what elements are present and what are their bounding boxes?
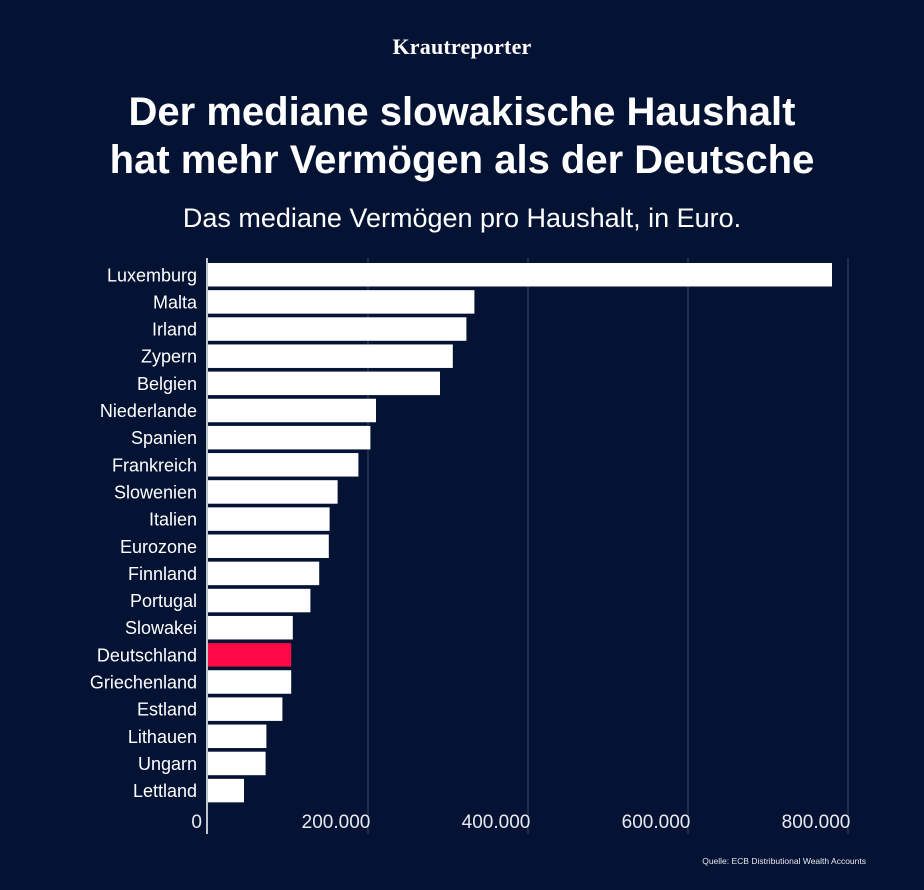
bar [208,425,371,450]
category-label: Slowakei [125,618,197,638]
bar [208,588,311,613]
bar [208,778,244,803]
chart-title: Der mediane slowakische Haushalt hat meh… [0,88,924,184]
bar [208,534,329,558]
category-label: Slowenien [114,482,197,502]
bar-highlight [208,643,292,667]
bar [208,317,467,341]
source-note: Quelle: ECB Distributional Wealth Accoun… [702,856,866,866]
bar [208,615,293,640]
category-label: Portugal [130,591,197,611]
bar [208,724,267,749]
bar [208,398,376,423]
category-label: Malta [153,292,198,312]
category-label: Lithauen [128,727,197,747]
bar [208,697,283,721]
category-label: Belgien [137,374,197,394]
bar [208,290,475,314]
x-tick-label: 400.000 [462,812,531,833]
category-label: Spanien [131,428,197,448]
category-label: Griechenland [90,673,197,693]
brand-logo: Krautreporter [392,34,532,59]
category-label: Estland [137,700,197,720]
x-tick-label: 600.000 [622,812,691,833]
bar [208,507,330,531]
bar [208,263,832,287]
title-line-1: Der mediane slowakische Haushalt [128,90,796,134]
category-label: Italien [149,510,197,530]
bar [208,371,440,396]
bar [208,480,338,504]
category-label: Luxemburg [107,265,197,285]
x-tick-label: 800.000 [782,812,851,833]
bar [208,453,359,477]
category-label: Niederlande [100,401,197,421]
chart-subtitle: Das mediane Vermögen pro Haushalt, in Eu… [182,203,742,233]
x-tick-label: 200.000 [302,812,371,833]
category-label: Deutschland [97,645,197,665]
category-label: Zypern [141,347,197,367]
title-line-2: hat mehr Vermögen als der Deutsche [109,138,815,182]
category-label: Irland [152,320,197,340]
bar [208,561,320,586]
bar [208,670,292,694]
category-label: Frankreich [112,455,197,475]
category-label: Ungarn [138,754,197,774]
x-tick-label: 0 [191,812,202,833]
bar [208,751,266,776]
category-label: Eurozone [120,537,197,557]
category-label: Finnland [128,564,197,584]
bar [208,344,453,368]
category-label: Lettland [133,781,197,801]
